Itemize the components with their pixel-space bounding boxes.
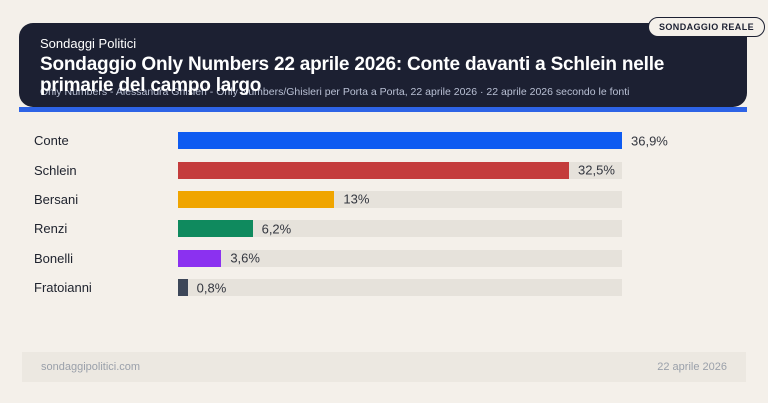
bar-value: 13% — [343, 191, 370, 207]
bar-track: 32,5% — [178, 161, 622, 179]
bar — [178, 249, 222, 267]
bar-track: 6,2% — [178, 220, 622, 238]
chart-row: Fratoianni 0,8% — [0, 273, 768, 302]
footer-site: sondaggipolitici.com — [41, 361, 141, 373]
candidate-label: Conte — [34, 133, 69, 149]
bar-track: 36,9% — [178, 132, 668, 150]
bar-value: 32,5% — [578, 162, 615, 178]
header-card: Sondaggi Politici Sondaggio Only Numbers… — [19, 23, 747, 107]
chart-row: Schlein 32,5% — [0, 155, 768, 184]
candidate-label: Renzi — [34, 221, 68, 237]
chart-row: Renzi 6,2% — [0, 214, 768, 243]
chart-row: Conte 36,9% — [0, 126, 768, 155]
chart-row: Bonelli 3,6% — [0, 244, 768, 273]
bar — [178, 161, 570, 179]
footer-bar: sondaggipolitici.com 22 aprile 2026 — [22, 352, 746, 382]
poll-source-subtitle: Only Numbers - Alessandra Ghisleri - Onl… — [40, 86, 630, 98]
bar — [178, 132, 622, 150]
page-title: Sondaggio Only Numbers 22 aprile 2026: C… — [40, 54, 665, 96]
bar-track: 3,6% — [178, 249, 622, 267]
candidate-label: Bersani — [34, 191, 79, 207]
candidate-label: Fratoianni — [34, 280, 92, 296]
bar — [178, 220, 253, 238]
accent-underline — [19, 107, 747, 112]
candidate-label: Schlein — [34, 162, 77, 178]
bar — [178, 279, 188, 297]
bar-value: 3,6% — [230, 250, 260, 266]
site-kicker: Sondaggi Politici — [40, 36, 137, 51]
bar-value: 36,9% — [631, 133, 668, 149]
bar-value: 0,8% — [196, 280, 227, 296]
bar-track: 0,8% — [178, 279, 622, 297]
bar-track: 13% — [178, 190, 622, 208]
chart-row: Bersani 13% — [0, 185, 768, 214]
bar-value: 6,2% — [261, 221, 292, 237]
candidate-label: Bonelli — [34, 250, 74, 266]
bar — [178, 190, 335, 208]
bar-chart: Conte 36,9% Schlein 32,5% Bersani 13% Re… — [0, 126, 768, 302]
footer-date: 22 aprile 2026 — [657, 361, 727, 373]
status-badge: SONDAGGIO REALE — [648, 17, 766, 37]
